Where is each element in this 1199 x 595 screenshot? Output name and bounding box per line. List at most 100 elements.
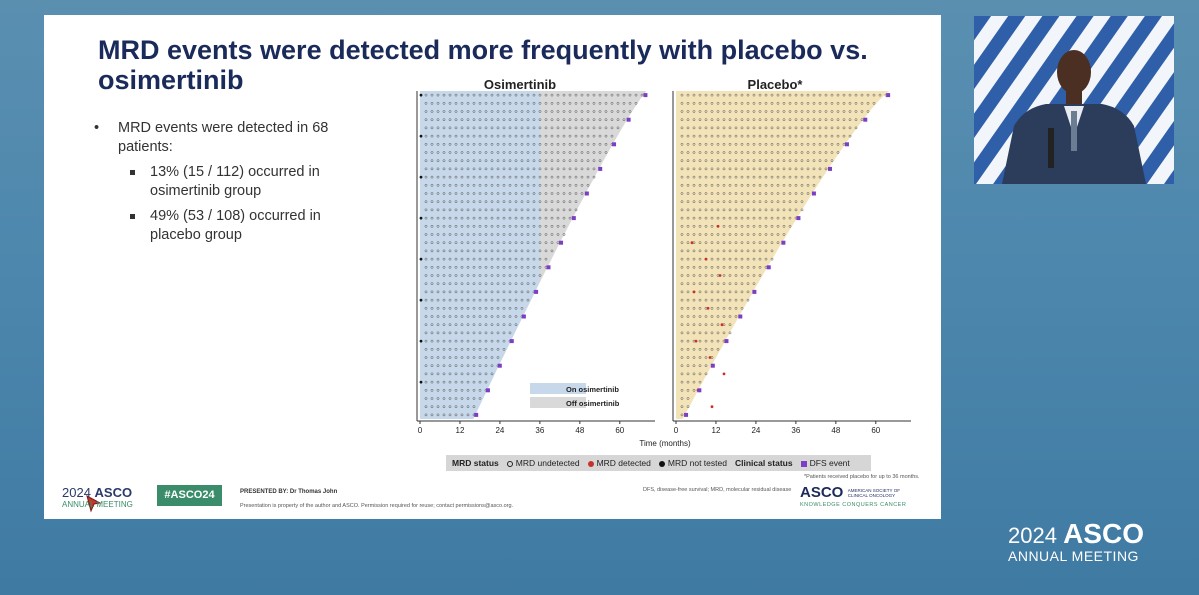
- mrd-undetected-point: [686, 110, 690, 113]
- mrd-undetected-point: [728, 249, 732, 253]
- mrd-undetected-point: [544, 126, 548, 130]
- mrd-undetected-point: [484, 93, 488, 97]
- mrd-undetected-point: [680, 364, 684, 368]
- mrd-undetected-point: [448, 183, 452, 187]
- mrd-undetected-point: [460, 413, 464, 417]
- mrd-undetected-point: [430, 93, 434, 97]
- mrd-undetected-point: [592, 167, 596, 171]
- mrd-undetected-point: [692, 110, 696, 113]
- mrd-undetected-point: [442, 151, 446, 154]
- mrd-undetected-point: [734, 175, 738, 179]
- mrd-undetected-point: [692, 347, 696, 351]
- mrd-undetected-point: [490, 282, 494, 286]
- mrd-undetected-point: [686, 282, 690, 286]
- mrd-undetected-point: [448, 118, 452, 122]
- mrd-undetected-point: [430, 200, 434, 204]
- mrd-undetected-point: [466, 134, 470, 138]
- mrd-undetected-point: [544, 118, 548, 122]
- mrd-undetected-point: [586, 93, 590, 97]
- mrd-undetected-point: [836, 142, 840, 146]
- mrd-undetected-point: [460, 93, 464, 97]
- mrd-undetected-point: [698, 380, 702, 384]
- mrd-undetected-point: [502, 315, 506, 318]
- mrd-undetected-point: [514, 241, 518, 245]
- mrd-undetected-point: [526, 241, 530, 245]
- mrd-undetected-point: [514, 208, 518, 212]
- mrd-undetected-point: [622, 110, 626, 113]
- mrd-undetected-point: [430, 282, 434, 286]
- mrd-undetected-point: [686, 331, 690, 335]
- mrd-undetected-point: [866, 93, 870, 97]
- mrd-undetected-point: [610, 110, 614, 113]
- mrd-undetected-point: [734, 167, 738, 171]
- dfs-event-point: [863, 117, 868, 122]
- mrd-undetected-point: [466, 405, 470, 409]
- mrd-undetected-point: [556, 183, 560, 187]
- mrd-undetected-point: [722, 224, 726, 228]
- mrd-undetected-point: [484, 282, 488, 286]
- mrd-undetected-point: [680, 101, 684, 105]
- mrd-undetected-point: [698, 134, 702, 138]
- mrd-undetected-point: [550, 151, 554, 154]
- mrd-undetected-point: [484, 118, 488, 122]
- mrd-undetected-point: [472, 93, 476, 97]
- mrd-undetected-point: [502, 282, 506, 286]
- mrd-undetected-point: [704, 364, 708, 368]
- mrd-undetected-point: [460, 282, 464, 286]
- mrd-undetected-point: [442, 101, 446, 105]
- mrd-undetected-point: [514, 200, 518, 204]
- mrd-undetected-point: [556, 192, 560, 195]
- mrd-undetected-point: [728, 224, 732, 228]
- mrd-undetected-point: [782, 167, 786, 171]
- mrd-undetected-point: [740, 110, 744, 113]
- mrd-undetected-point: [430, 265, 434, 269]
- mrd-undetected-point: [592, 134, 596, 138]
- mrd-undetected-point: [448, 339, 452, 343]
- mrd-undetected-point: [424, 233, 428, 236]
- dfs-event-point: [796, 216, 801, 221]
- mrd-undetected-point: [424, 101, 428, 105]
- mrd-undetected-point: [466, 380, 470, 384]
- mrd-undetected-point: [484, 151, 488, 154]
- mrd-undetected-point: [806, 151, 810, 154]
- mrd-undetected-point: [580, 167, 584, 171]
- mrd-undetected-point: [716, 331, 720, 335]
- mrd-undetected-point: [728, 331, 732, 335]
- mrd-undetected-point: [526, 249, 530, 253]
- mrd-undetected-point: [824, 126, 828, 130]
- mrd-undetected-point: [598, 151, 602, 154]
- mrd-undetected-point: [520, 306, 524, 310]
- mrd-undetected-point: [484, 364, 488, 368]
- mrd-undetected-point: [448, 192, 452, 195]
- mrd-undetected-point: [698, 200, 702, 204]
- mrd-undetected-point: [460, 290, 464, 294]
- mrd-undetected-point: [424, 331, 428, 335]
- mrd-undetected-point: [710, 315, 714, 318]
- mrd-undetected-point: [848, 101, 852, 105]
- mrd-undetected-point: [710, 151, 714, 154]
- mrd-undetected-point: [692, 257, 696, 261]
- mrd-undetected-point: [764, 208, 768, 212]
- mrd-undetected-point: [484, 323, 488, 327]
- mrd-undetected-point: [698, 323, 702, 327]
- not-tested-marker-icon: [658, 460, 665, 467]
- mrd-undetected-point: [686, 167, 690, 171]
- mrd-undetected-point: [466, 151, 470, 154]
- mrd-undetected-point: [692, 200, 696, 204]
- legend-bar: MRD status MRD undetected MRD detected M…: [446, 455, 871, 471]
- mrd-undetected-point: [698, 274, 702, 277]
- dfs-event-point: [598, 166, 603, 171]
- mrd-undetected-point: [538, 183, 542, 187]
- mrd-undetected-point: [460, 110, 464, 113]
- mrd-undetected-point: [472, 216, 476, 220]
- mrd-undetected-point: [686, 306, 690, 310]
- mrd-undetected-point: [782, 93, 786, 97]
- mrd-undetected-point: [686, 216, 690, 220]
- mrd-undetected-point: [472, 134, 476, 138]
- mrd-undetected-point: [680, 397, 684, 400]
- mrd-undetected-point: [598, 93, 602, 97]
- mrd-undetected-point: [710, 233, 714, 236]
- mrd-undetected-point: [812, 118, 816, 122]
- mrd-undetected-point: [574, 175, 578, 179]
- mrd-undetected-point: [800, 101, 804, 105]
